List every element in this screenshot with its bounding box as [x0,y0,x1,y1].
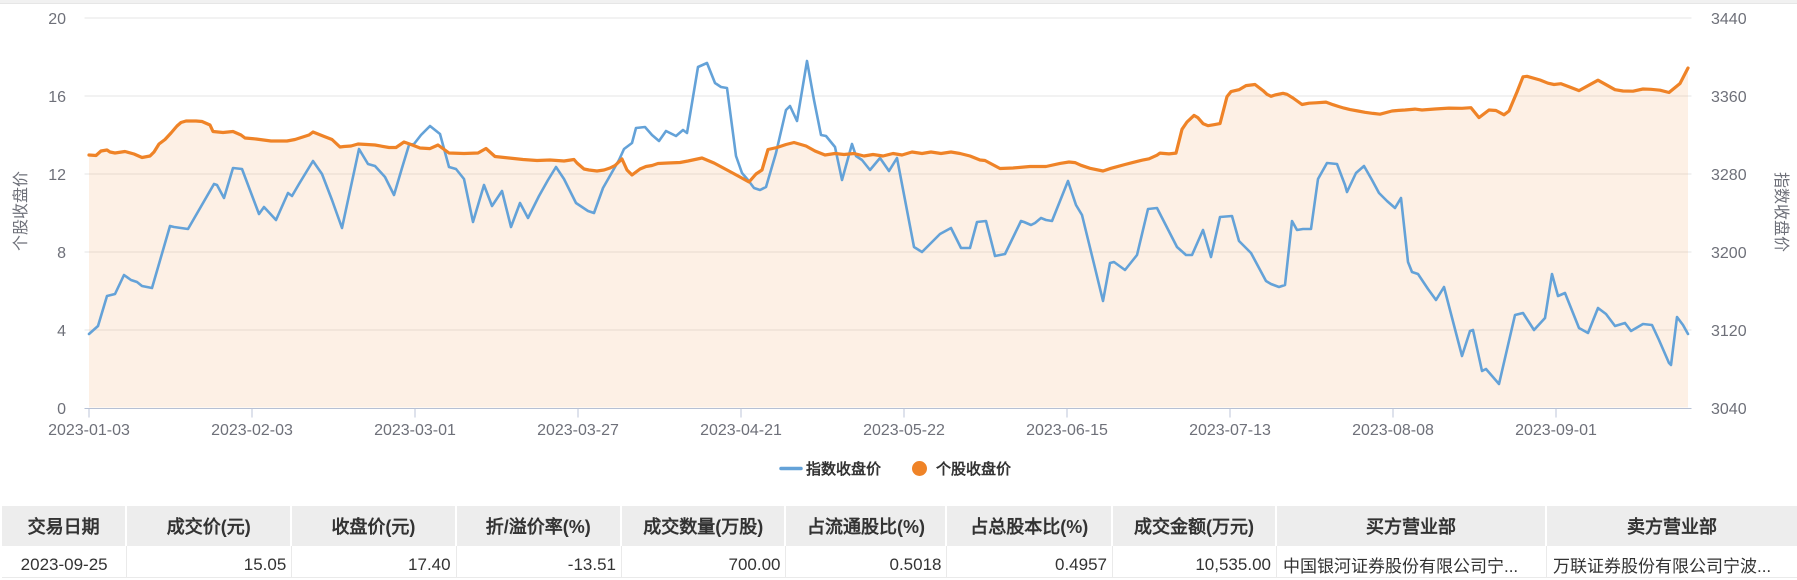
svg-text:2023-04-21: 2023-04-21 [700,422,782,439]
svg-text:3040: 3040 [1711,401,1747,418]
svg-text:指数收盘价: 指数收盘价 [1772,172,1791,252]
svg-text:个股收盘价: 个股收盘价 [11,171,30,251]
svg-text:2023-08-08: 2023-08-08 [1352,422,1434,439]
svg-text:16: 16 [48,89,66,106]
svg-text:2023-05-22: 2023-05-22 [863,422,945,439]
svg-text:12: 12 [48,167,66,184]
svg-text:指数收盘价: 指数收盘价 [806,460,882,478]
svg-text:8: 8 [57,245,66,262]
svg-text:3360: 3360 [1711,89,1747,106]
svg-text:2023-02-03: 2023-02-03 [211,422,293,439]
svg-text:3200: 3200 [1711,245,1747,262]
svg-text:4: 4 [57,323,66,340]
svg-text:0: 0 [57,401,66,418]
svg-text:2023-03-27: 2023-03-27 [537,422,619,439]
svg-text:个股收盘价: 个股收盘价 [935,460,1012,478]
svg-text:2023-06-15: 2023-06-15 [1026,422,1108,439]
svg-text:3440: 3440 [1711,11,1747,28]
svg-text:3280: 3280 [1711,167,1747,184]
svg-text:3120: 3120 [1711,323,1747,340]
svg-text:20: 20 [48,11,66,28]
svg-text:2023-09-01: 2023-09-01 [1515,422,1597,439]
svg-text:2023-03-01: 2023-03-01 [374,422,456,439]
svg-text:2023-01-03: 2023-01-03 [48,422,130,439]
svg-text:2023-07-13: 2023-07-13 [1189,422,1271,439]
